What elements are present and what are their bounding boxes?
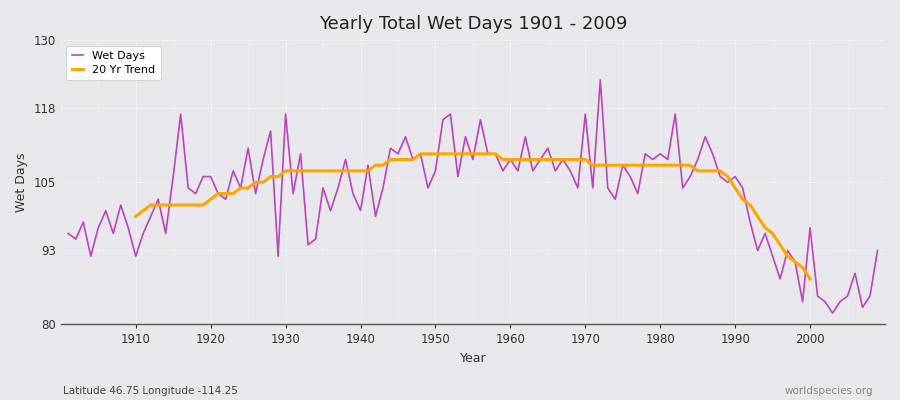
Wet Days	[333, 186, 344, 190]
Wet Days	[63, 231, 74, 236]
20 Yr Trend	[707, 168, 718, 173]
Wet Days	[872, 248, 883, 253]
Wet Days	[595, 78, 606, 82]
Line: Wet Days: Wet Days	[68, 80, 878, 313]
Legend: Wet Days, 20 Yr Trend: Wet Days, 20 Yr Trend	[67, 46, 160, 80]
Wet Days	[827, 311, 838, 316]
Wet Days	[288, 191, 299, 196]
Text: Latitude 46.75 Longitude -114.25: Latitude 46.75 Longitude -114.25	[63, 386, 238, 396]
20 Yr Trend	[805, 276, 815, 281]
Wet Days	[498, 168, 508, 173]
20 Yr Trend	[415, 152, 426, 156]
Line: 20 Yr Trend: 20 Yr Trend	[136, 154, 810, 279]
X-axis label: Year: Year	[460, 352, 486, 365]
Wet Days	[602, 186, 613, 190]
20 Yr Trend	[797, 265, 808, 270]
20 Yr Trend	[302, 168, 313, 173]
20 Yr Trend	[130, 214, 141, 219]
Y-axis label: Wet Days: Wet Days	[15, 152, 28, 212]
Text: worldspecies.org: worldspecies.org	[785, 386, 873, 396]
20 Yr Trend	[789, 260, 800, 264]
20 Yr Trend	[288, 168, 299, 173]
20 Yr Trend	[212, 191, 223, 196]
Title: Yearly Total Wet Days 1901 - 2009: Yearly Total Wet Days 1901 - 2009	[319, 15, 627, 33]
Wet Days	[122, 225, 133, 230]
Wet Days	[505, 157, 516, 162]
